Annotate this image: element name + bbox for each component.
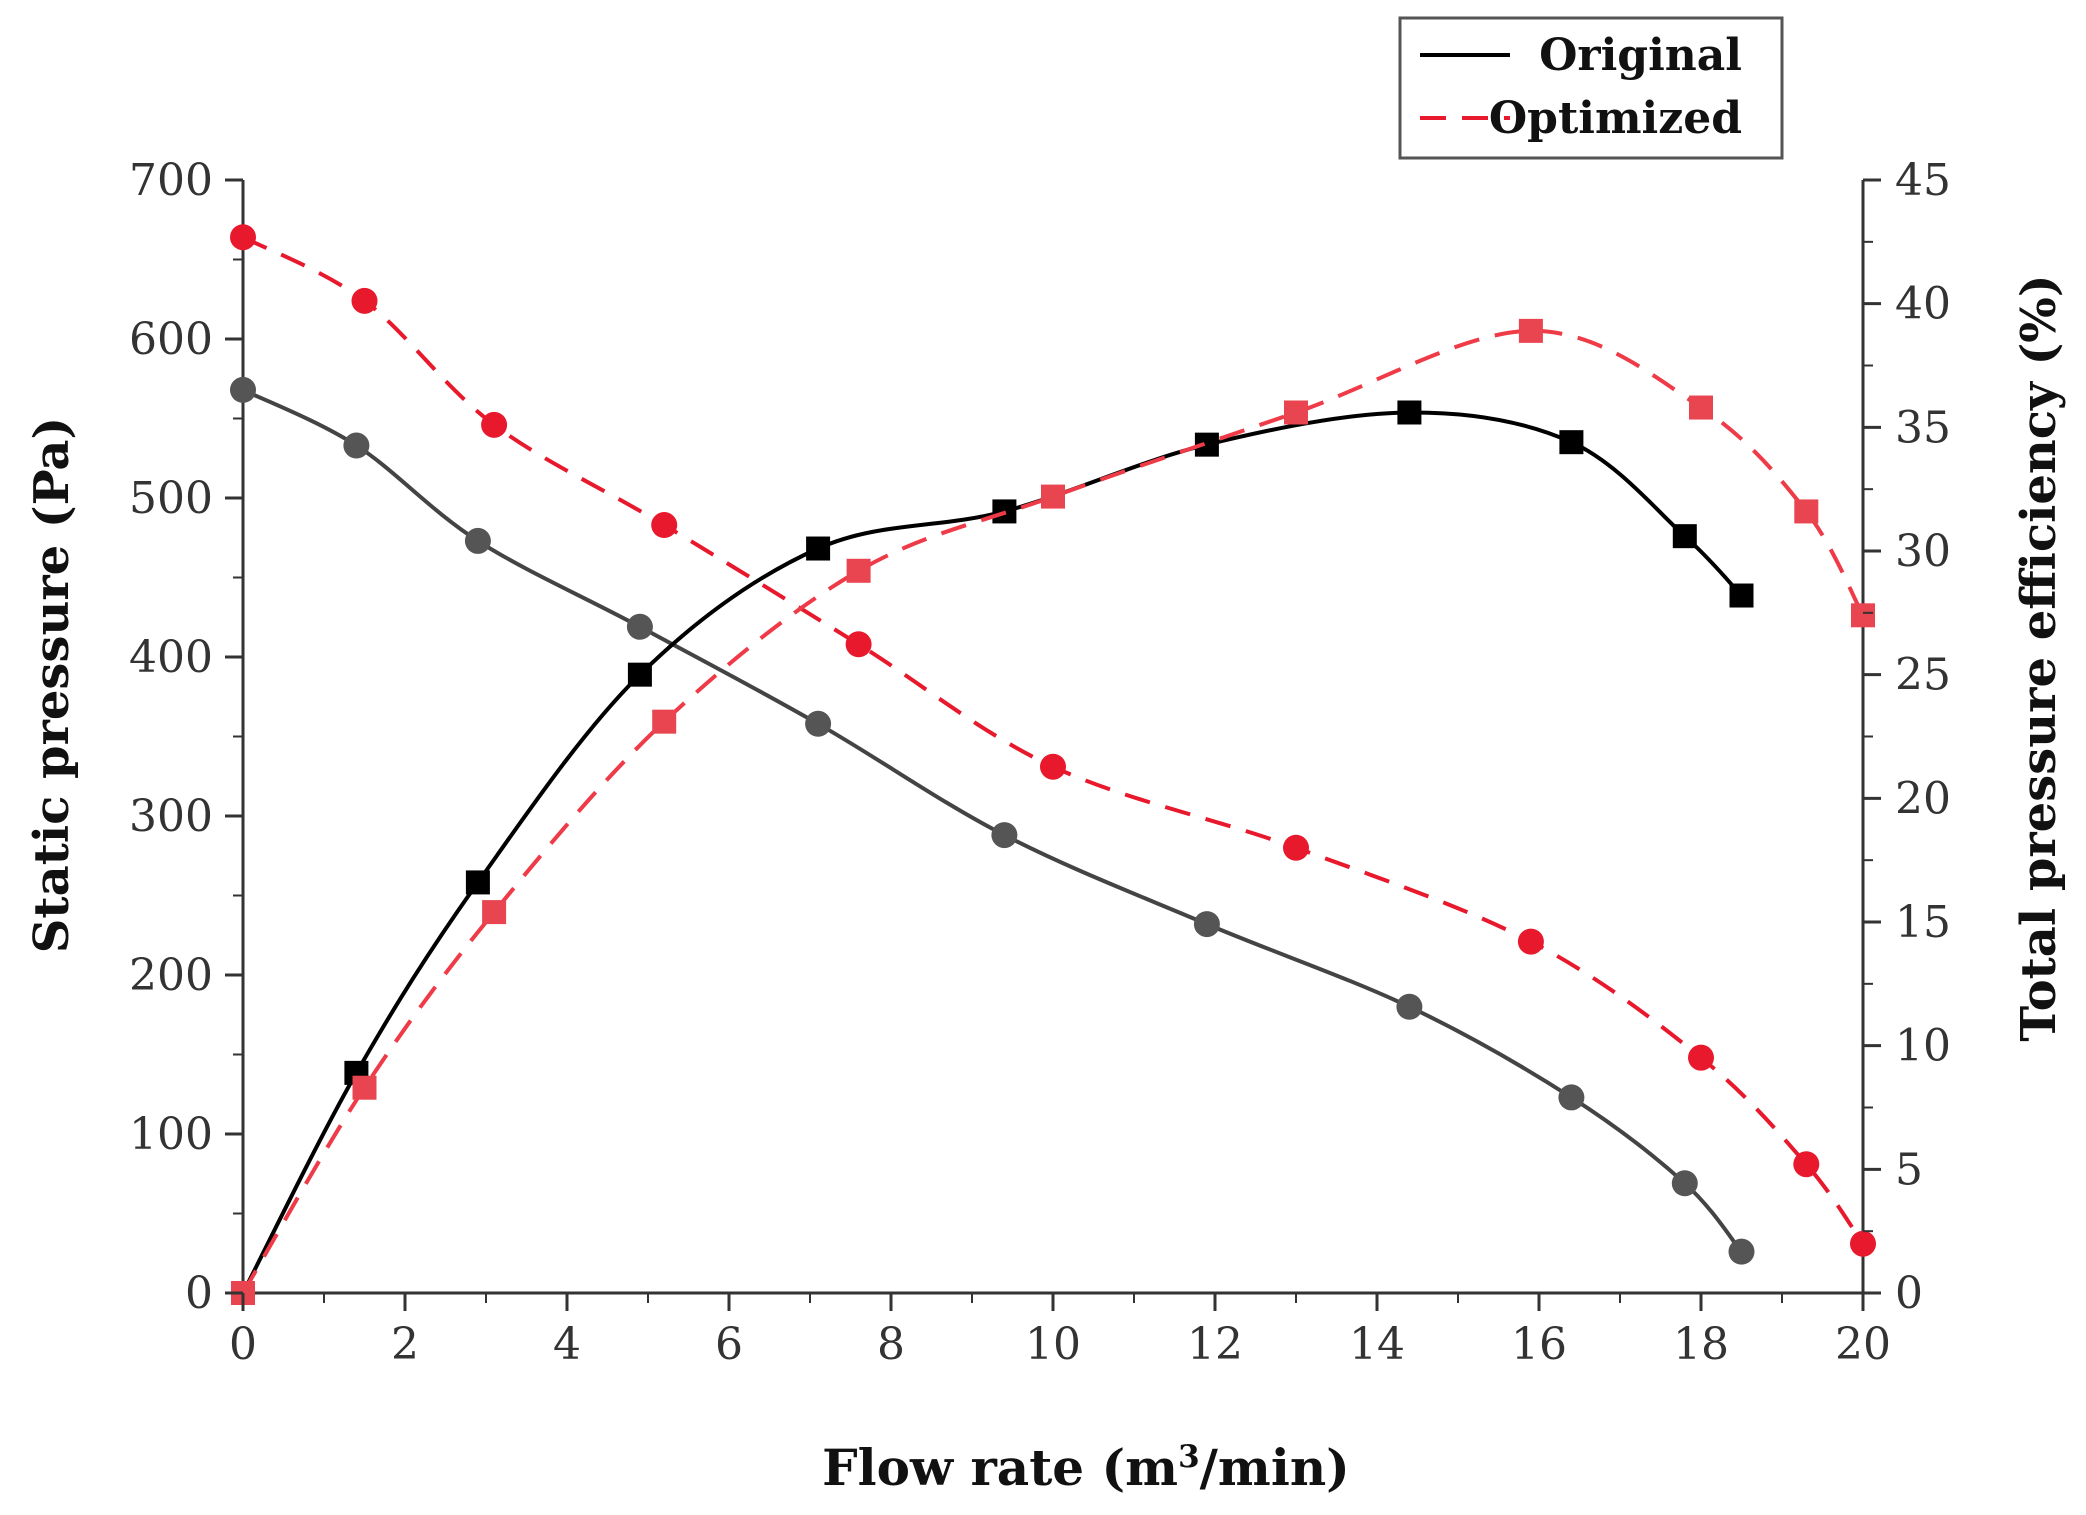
x-tick-label: 4 bbox=[553, 1319, 581, 1370]
y-right-tick-label: 20 bbox=[1895, 773, 1951, 824]
optimized-right-data-point bbox=[1689, 395, 1713, 420]
optimized-right-data-point bbox=[482, 900, 507, 925]
optimized-right-data-point bbox=[1518, 318, 1543, 343]
optimized-left-data-point bbox=[481, 411, 508, 438]
original-right-data-point bbox=[1397, 400, 1422, 425]
y-right-tick-label: 30 bbox=[1895, 526, 1951, 577]
optimized-left-data-point bbox=[845, 631, 872, 658]
optimized-left-data-point bbox=[230, 224, 256, 251]
y-right-tick-label: 15 bbox=[1895, 897, 1951, 948]
x-tick-label: 10 bbox=[1025, 1319, 1081, 1370]
optimized-left-data-point bbox=[1688, 1044, 1714, 1071]
optimized-right-data-point bbox=[1284, 400, 1308, 425]
original-right-data-point bbox=[806, 536, 831, 561]
original-left-data-point bbox=[626, 613, 653, 640]
original-left-data-point bbox=[1396, 993, 1423, 1020]
x-tick-label: 16 bbox=[1511, 1319, 1567, 1370]
original-right-data-point bbox=[1559, 430, 1584, 455]
original-left-data-point bbox=[1558, 1084, 1585, 1111]
original-right-data-point bbox=[1672, 524, 1697, 549]
original-left-data-point bbox=[230, 376, 256, 403]
x-tick-label: 20 bbox=[1835, 1319, 1891, 1370]
original-left-series-line bbox=[242, 388, 1744, 1253]
x-tick-label: 18 bbox=[1673, 1319, 1729, 1370]
x-tick-label: 14 bbox=[1349, 1319, 1405, 1370]
y-right-tick-label: 10 bbox=[1895, 1021, 1951, 1072]
axis-titles: Flow rate (m3/min) Static pressure (Pa) … bbox=[24, 274, 2067, 1497]
y-right-tick-label: 5 bbox=[1895, 1144, 1923, 1195]
y-left-tick-label: 100 bbox=[129, 1109, 213, 1160]
original-left-data-point bbox=[464, 527, 491, 554]
original-left-data-point bbox=[805, 710, 832, 737]
optimized-right-data-point bbox=[1851, 603, 1875, 628]
optimized-left-data-point bbox=[1793, 1151, 1820, 1178]
y-left-tick-label: 700 bbox=[129, 155, 213, 206]
y-right-tick-label: 45 bbox=[1895, 155, 1951, 206]
optimized-left-data-point bbox=[351, 287, 378, 314]
original-left-data-point bbox=[1671, 1170, 1698, 1197]
optimized-left-data-point bbox=[651, 512, 678, 539]
optimized-left-data-point bbox=[1040, 753, 1066, 780]
y-left-tick-label: 400 bbox=[129, 632, 213, 683]
optimized-right-data-point bbox=[846, 558, 871, 583]
y-right-tick-label: 40 bbox=[1895, 279, 1951, 330]
series-layer bbox=[230, 224, 1876, 1305]
optimized-left-data-point bbox=[1517, 928, 1544, 955]
y-right-tick-label: 0 bbox=[1895, 1268, 1923, 1319]
legend-original-label: Original bbox=[1539, 30, 1742, 81]
y-left-axis-title: Static pressure (Pa) bbox=[24, 417, 80, 953]
y-left-tick-label: 600 bbox=[129, 314, 213, 365]
x-tick-label: 0 bbox=[229, 1319, 257, 1370]
legend-optimized-label: Optimized bbox=[1489, 93, 1742, 144]
x-tick-label: 12 bbox=[1187, 1319, 1243, 1370]
original-left-data-point bbox=[343, 432, 370, 459]
y-left-tick-label: 300 bbox=[129, 791, 213, 842]
optimized-right-data-point bbox=[1794, 499, 1819, 524]
x-tick-label: 2 bbox=[391, 1319, 419, 1370]
optimized-right-data-point bbox=[1041, 484, 1065, 509]
y-left-tick-label: 0 bbox=[185, 1268, 213, 1319]
optimized-left-series-line bbox=[242, 235, 1865, 1245]
y-right-tick-label: 35 bbox=[1895, 402, 1951, 453]
original-left-data-point bbox=[1193, 911, 1220, 938]
y-right-tick-label: 25 bbox=[1895, 650, 1951, 701]
optimized-left-data-point bbox=[1850, 1230, 1876, 1257]
x-tick-label: 8 bbox=[877, 1319, 905, 1370]
legend-box bbox=[1398, 16, 1784, 160]
original-left-data-point bbox=[1728, 1238, 1755, 1265]
ticks-layer: 0 2 4 6 8 10 12 14 16 18 2001002003004005006007000… bbox=[129, 155, 1951, 1370]
original-left-data-point bbox=[991, 822, 1018, 849]
optimized-right-data-point bbox=[652, 709, 677, 734]
original-right-data-point bbox=[1729, 583, 1754, 608]
y-left-tick-label: 500 bbox=[129, 473, 213, 524]
y-right-axis-title: Total pressure efficiency (%) bbox=[2011, 274, 2067, 1041]
optimized-right-data-point bbox=[352, 1075, 377, 1100]
original-right-data-point bbox=[465, 870, 490, 895]
x-axis-title: Flow rate (m3/min) bbox=[822, 1438, 1350, 1497]
optimized-left-data-point bbox=[1283, 834, 1309, 861]
x-tick-label: 6 bbox=[715, 1319, 743, 1370]
original-right-data-point bbox=[627, 662, 652, 687]
y-left-tick-label: 200 bbox=[129, 950, 213, 1001]
plot-frame bbox=[241, 180, 1865, 1295]
legend: Original Optimized bbox=[1398, 16, 1784, 160]
